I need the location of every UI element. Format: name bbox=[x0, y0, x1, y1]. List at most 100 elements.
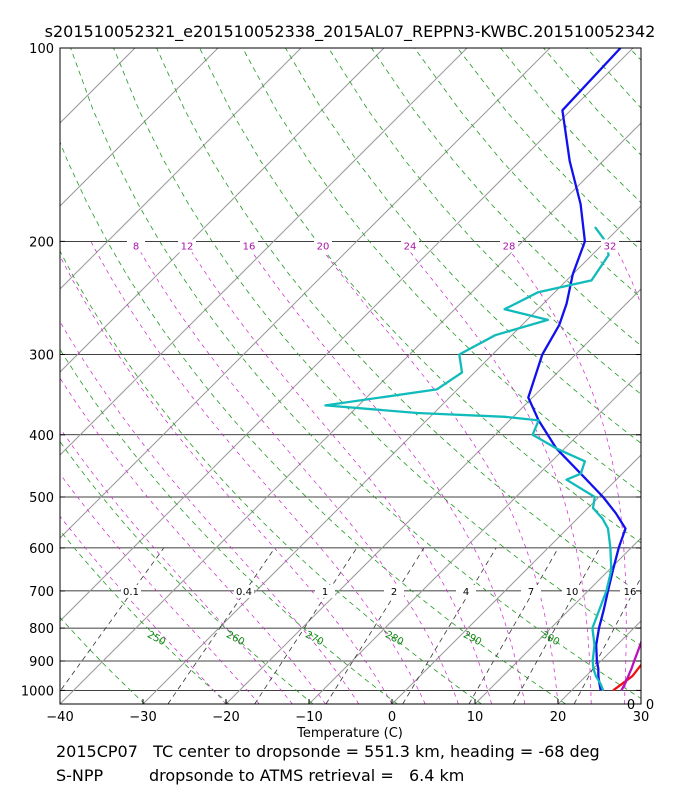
dry-adiabat-390 bbox=[457, 48, 641, 251]
mixing-ratio-label-0: 0.1 bbox=[123, 587, 139, 598]
footer-line-2: S-NPP dropsonde to ATMS retrieval = 6.4 … bbox=[56, 766, 465, 785]
moist-label-bg-0 bbox=[127, 239, 145, 253]
y-tick-label-700: 700 bbox=[29, 585, 54, 600]
x-tick-label-2: −20 bbox=[212, 710, 239, 725]
x-tick-label-4: 0 bbox=[388, 710, 396, 725]
mixing-ratio-line-2 bbox=[254, 547, 358, 704]
y-tick-label-400: 400 bbox=[29, 429, 54, 444]
moist-label-bg-4 bbox=[401, 239, 419, 253]
isotherm-0 bbox=[391, 454, 641, 704]
isotherm--70 bbox=[60, 48, 468, 456]
mixing-ratio-line-6 bbox=[512, 547, 601, 704]
dry-adiabat-label-0: 250 bbox=[145, 629, 167, 648]
chart-title: s201510052321_e201510052338_2015AL07_REP… bbox=[44, 22, 656, 41]
y-tick-label-1000: 1000 bbox=[21, 684, 54, 699]
moist-adiabat-36 bbox=[691, 241, 700, 704]
mixing-ratio-label-bg-7 bbox=[620, 584, 640, 598]
mixing-ratio-label-1: 0.4 bbox=[236, 587, 252, 598]
moist-adiabat-label-1: 12 bbox=[181, 241, 194, 252]
y-tick-label-600: 600 bbox=[29, 542, 54, 557]
moist-adiabat-label-3: 20 bbox=[317, 241, 330, 252]
moist-adiabat--4 bbox=[60, 320, 360, 704]
moist-adiabat-12 bbox=[184, 241, 492, 704]
isotherm--10 bbox=[308, 371, 641, 704]
mixing-ratio-line-1 bbox=[167, 547, 276, 704]
isotherm--30 bbox=[142, 205, 641, 704]
x-tick-label-7: 30 bbox=[633, 710, 650, 725]
x-tick-label-1: −30 bbox=[129, 710, 156, 725]
dry-adiabat-320 bbox=[156, 48, 641, 595]
moist-adiabat-0 bbox=[60, 255, 393, 704]
footer-line-1: 2015CP07 TC center to dropsonde = 551.3 … bbox=[56, 742, 600, 761]
moist-label-bg-6 bbox=[601, 239, 619, 253]
mixing-ratio-label-6: 10 bbox=[566, 587, 579, 598]
corner-label-1: 0 bbox=[627, 698, 635, 713]
mixing-ratio-label-5: 7 bbox=[528, 587, 534, 598]
series-dewpoint_cyan bbox=[324, 226, 613, 691]
isotherm--20 bbox=[225, 288, 641, 704]
dry-adiabat-330 bbox=[199, 48, 641, 544]
x-tick-label-3: −10 bbox=[295, 710, 322, 725]
isotherm--50 bbox=[60, 48, 634, 622]
dry-adiabat-310 bbox=[113, 48, 641, 647]
y-tick-label-500: 500 bbox=[29, 491, 54, 506]
isotherm--90 bbox=[60, 48, 302, 290]
moist-adiabat--8 bbox=[60, 377, 326, 704]
mixing-ratio-label-bg-1 bbox=[234, 584, 254, 598]
dry-adiabat-250 bbox=[60, 529, 230, 704]
isotherm-30 bbox=[640, 703, 641, 704]
mixing-ratio-line-3 bbox=[325, 547, 425, 704]
mixing-ratio-label-7: 16 bbox=[624, 587, 637, 598]
isotherm--120 bbox=[0, 48, 52, 704]
isotherm--110 bbox=[60, 48, 136, 124]
moist-adiabat--20 bbox=[60, 515, 227, 704]
moist-adiabat-20 bbox=[315, 241, 559, 704]
y-tick-label-200: 200 bbox=[29, 235, 54, 250]
moist-adiabat-4 bbox=[90, 241, 426, 704]
x-axis-label: Temperature (C) bbox=[296, 726, 403, 740]
dry-adiabat-420 bbox=[586, 48, 641, 109]
grid-layer bbox=[0, 48, 700, 704]
moist-adiabat-28 bbox=[502, 241, 627, 704]
series-layer bbox=[324, 48, 641, 692]
y-tick-label-900: 900 bbox=[29, 655, 54, 670]
mixing-ratio-line-7 bbox=[573, 576, 641, 704]
corner-label-2: 0 bbox=[646, 698, 654, 713]
dry-adiabat-350 bbox=[285, 48, 641, 444]
dry-adiabat-260 bbox=[60, 440, 314, 704]
y-tick-label-100: 100 bbox=[29, 42, 54, 57]
dry-adiabat-360 bbox=[328, 48, 641, 395]
dry-adiabat-label-4: 290 bbox=[461, 629, 483, 648]
isotherm-20 bbox=[557, 620, 641, 704]
moist-adiabat--16 bbox=[60, 473, 260, 704]
mixing-ratio-label-bg-2 bbox=[315, 584, 335, 598]
isotherm-10 bbox=[474, 537, 641, 704]
dry-adiabat-430 bbox=[629, 48, 641, 61]
dry-adiabat-270 bbox=[60, 348, 398, 704]
isotherm--60 bbox=[60, 48, 551, 539]
isotherm--40 bbox=[60, 122, 641, 704]
dry-adiabat-230 bbox=[60, 702, 61, 704]
moist-label-bg-2 bbox=[240, 239, 258, 253]
moist-label-bg-3 bbox=[314, 239, 332, 253]
y-tick-label-800: 800 bbox=[29, 622, 54, 637]
series-dewpoint_blue bbox=[527, 48, 627, 691]
isotherm--100 bbox=[60, 48, 219, 207]
mixing-ratio-label-bg-3 bbox=[384, 584, 404, 598]
dry-adiabat-label-3: 280 bbox=[383, 629, 405, 648]
moist-label-bg-5 bbox=[500, 239, 518, 253]
x-tick-label-5: 10 bbox=[467, 710, 484, 725]
mixing-ratio-label-bg-5 bbox=[521, 584, 541, 598]
dry-adiabat-370 bbox=[371, 48, 641, 347]
moist-adiabat-label-5: 28 bbox=[503, 241, 516, 252]
plot-frame bbox=[59, 47, 642, 705]
dry-adiabat-240 bbox=[60, 616, 146, 704]
dry-adiabat-440 bbox=[673, 48, 700, 704]
dry-adiabat-290 bbox=[60, 140, 566, 704]
mixing-ratio-label-3: 2 bbox=[391, 587, 397, 598]
y-tick-label-300: 300 bbox=[29, 348, 54, 363]
moist-adiabat-label-4: 24 bbox=[404, 241, 417, 252]
mixing-ratio-label-bg-0 bbox=[121, 584, 141, 598]
